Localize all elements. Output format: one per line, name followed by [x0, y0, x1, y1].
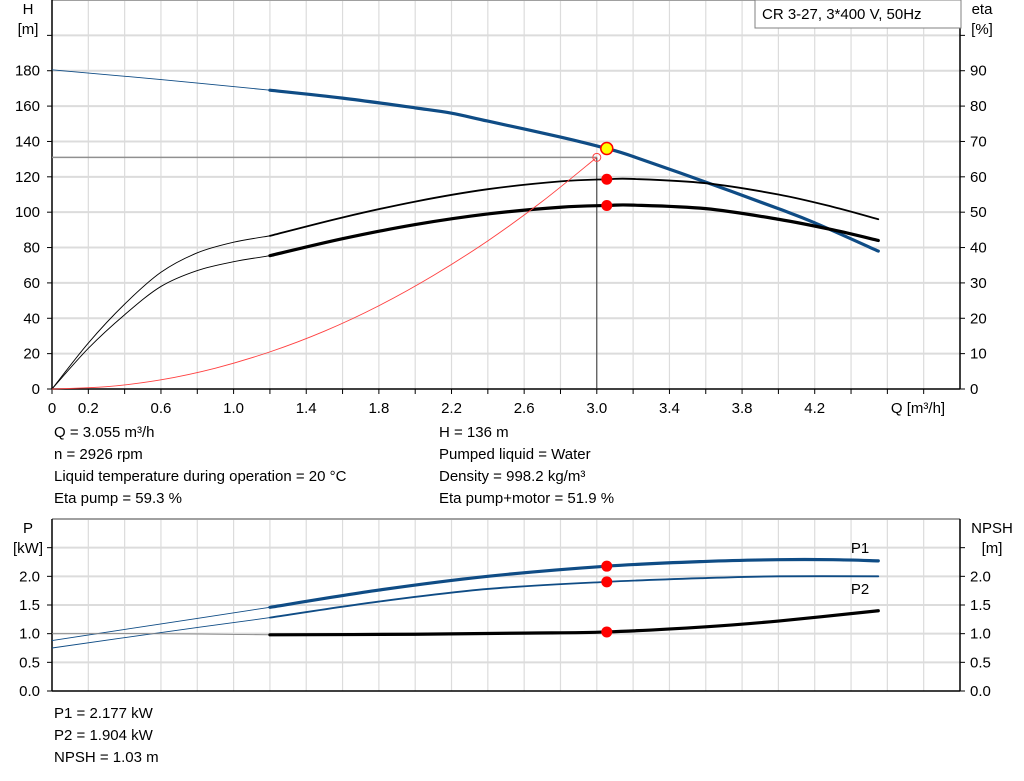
y-tick-label-right: 50: [970, 204, 987, 221]
y-tick-label-right: 0.0: [970, 683, 991, 700]
y-tick-label-right: 20: [970, 310, 987, 327]
x-tick-label: 1.4: [296, 400, 317, 417]
y-tick-label-left: 20: [23, 346, 40, 363]
x-tick-label: 3.4: [659, 400, 680, 417]
x-tick-label: 1.8: [368, 400, 389, 417]
p2-marker: [601, 576, 613, 588]
info-flow: Q = 3.055 m³/h: [54, 424, 155, 441]
series-P2-extrapolated: [51, 617, 270, 649]
legend-box: [754, 0, 962, 29]
x-tick-label: 2.2: [441, 400, 462, 417]
y-tick-label-right: 40: [970, 240, 987, 257]
y-tick-label-left: 120: [15, 169, 40, 186]
y-tick-label-right: 0: [970, 381, 978, 398]
info-density: Density = 998.2 kg/m³: [439, 468, 586, 485]
y-tick-label-right: 70: [970, 133, 987, 150]
y-tick-label-right: 1.5: [970, 597, 991, 614]
y-tick-label-right: 30: [970, 275, 987, 292]
info-eta-total: Eta pump+motor = 51.9 %: [439, 490, 615, 507]
y-tick-label-left: 2.0: [19, 568, 40, 585]
x-axis-title: Q [m³/h]: [891, 400, 945, 417]
y-axis-title-left: P: [23, 520, 33, 537]
y-tick-label-left: 40: [23, 310, 40, 327]
series-NPSH-extrapolated: [51, 633, 270, 636]
series-head-extrapolated: [51, 69, 270, 91]
x-tick-label: 1.0: [223, 400, 244, 417]
y-axis-title-right: NPSH: [971, 520, 1013, 537]
x-tick-label: 2.6: [514, 400, 535, 417]
y-tick-label-left: 0.0: [19, 683, 40, 700]
eta-pump-marker: [601, 173, 613, 185]
info-npsh: NPSH = 1.03 m: [54, 749, 159, 766]
x-tick-label: 0: [48, 400, 56, 417]
info-speed: n = 2926 rpm: [54, 446, 143, 463]
x-tick-label: 4.2: [804, 400, 825, 417]
y-axis-unit-left: [kW]: [13, 540, 43, 557]
info-p2: P2 = 1.904 kW: [54, 727, 153, 744]
series-system-curve: [51, 157, 598, 390]
info-head: H = 136 m: [439, 424, 509, 441]
x-tick-label: 0.2: [78, 400, 99, 417]
y-tick-label-right: 90: [970, 63, 987, 80]
series-eta-pump-motor-extrapolated: [51, 255, 270, 390]
y-tick-label-left: 0.5: [19, 654, 40, 671]
x-tick-label: 3.0: [586, 400, 607, 417]
y-tick-label-left: 180: [15, 63, 40, 80]
y-tick-label-left: 140: [15, 133, 40, 150]
y-tick-label-left: 1.5: [19, 597, 40, 614]
y-axis-unit-right: [m]: [982, 540, 1003, 557]
y-axis-title-right: eta: [972, 1, 994, 18]
info-temperature: Liquid temperature during operation = 20…: [54, 468, 347, 485]
y-tick-label-right: 1.0: [970, 626, 991, 643]
series-label-p2: P2: [851, 581, 869, 598]
y-tick-label-left: 1.0: [19, 626, 40, 643]
y-tick-label-right: 80: [970, 98, 987, 115]
series-label-p1: P1: [851, 540, 869, 557]
info-p1: P1 = 2.177 kW: [54, 705, 153, 722]
y-axis-unit-right: [%]: [971, 21, 993, 38]
series-NPSH: [268, 609, 880, 637]
series-P1: [268, 557, 880, 609]
y-tick-label-left: 80: [23, 240, 40, 257]
series-eta-pump-extrapolated: [51, 235, 270, 390]
y-tick-label-left: 0: [32, 381, 40, 398]
y-tick-label-right: 0.5: [970, 654, 991, 671]
y-tick-label-right: 10: [970, 346, 987, 363]
series-P2: [269, 575, 880, 619]
x-tick-label: 0.6: [151, 400, 172, 417]
chart-title-legend: CR 3-27, 3*400 V, 50Hz: [762, 6, 922, 23]
system-curve-end-marker: [592, 152, 602, 162]
y-axis-title-left: H: [23, 1, 34, 18]
y-tick-label-left: 160: [15, 98, 40, 115]
y-tick-label-right: 2.0: [970, 568, 991, 585]
p1-marker: [601, 560, 613, 572]
x-tick-label: 3.8: [732, 400, 753, 417]
y-tick-label-left: 60: [23, 275, 40, 292]
y-axis-unit-left: [m]: [18, 21, 39, 38]
duty-point-marker: [600, 141, 614, 156]
series-head: [268, 88, 880, 253]
info-eta-pump: Eta pump = 59.3 %: [54, 490, 182, 507]
series-P1-extrapolated: [51, 606, 270, 641]
eta-pump-motor-marker: [601, 199, 613, 211]
y-tick-label-left: 100: [15, 204, 40, 221]
npsh-marker: [601, 626, 613, 638]
info-liquid: Pumped liquid = Water: [439, 446, 591, 463]
y-tick-label-right: 60: [970, 169, 987, 186]
